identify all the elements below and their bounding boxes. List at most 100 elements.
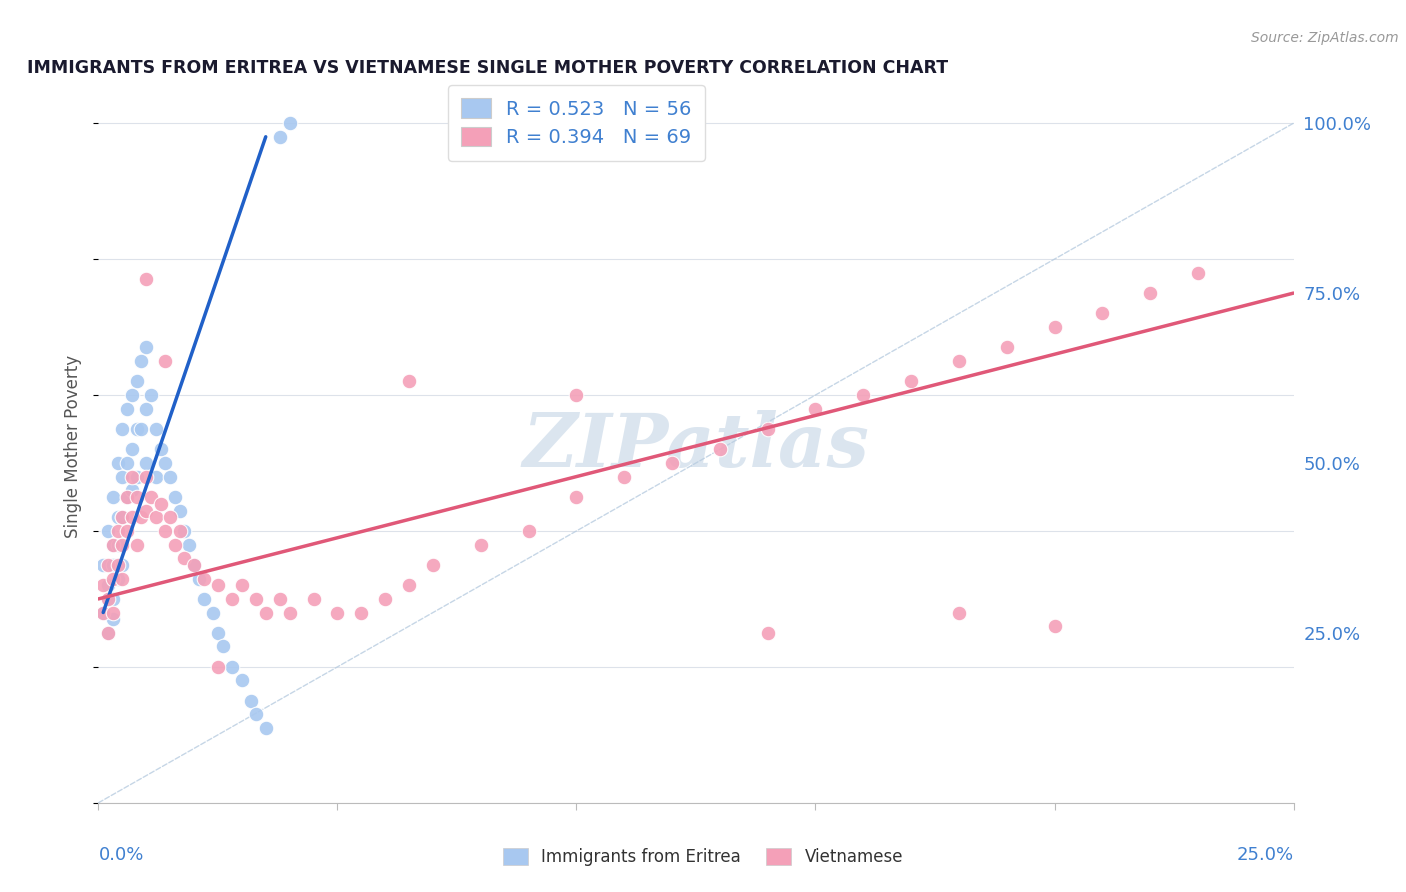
Point xyxy=(115,524,138,538)
Point xyxy=(101,558,124,572)
Point xyxy=(125,469,148,483)
Point xyxy=(1043,619,1066,633)
Point xyxy=(101,537,124,551)
Point xyxy=(111,422,134,436)
Point xyxy=(155,354,177,368)
Point xyxy=(661,456,683,470)
Point xyxy=(121,483,143,498)
Point xyxy=(91,606,114,620)
Point xyxy=(245,707,267,722)
Point xyxy=(115,490,138,504)
Point xyxy=(131,422,153,436)
Point xyxy=(169,524,191,538)
Point xyxy=(565,490,588,504)
Point xyxy=(163,537,186,551)
Point xyxy=(254,606,277,620)
Point xyxy=(398,578,420,592)
Point xyxy=(121,469,143,483)
Point xyxy=(111,537,134,551)
Point xyxy=(131,354,153,368)
Point xyxy=(155,456,177,470)
Point xyxy=(91,558,114,572)
Point xyxy=(1091,306,1114,320)
Point xyxy=(517,524,540,538)
Point xyxy=(269,591,291,606)
Point xyxy=(97,558,120,572)
Point xyxy=(1187,266,1209,280)
Point xyxy=(1139,286,1161,301)
Point xyxy=(111,558,134,572)
Point xyxy=(139,388,162,402)
Point xyxy=(374,591,396,606)
Point xyxy=(613,469,636,483)
Point xyxy=(115,401,138,416)
Point xyxy=(97,626,120,640)
Point xyxy=(240,694,263,708)
Point xyxy=(135,401,157,416)
Point xyxy=(107,537,129,551)
Point xyxy=(183,558,205,572)
Text: IMMIGRANTS FROM ERITREA VS VIETNAMESE SINGLE MOTHER POVERTY CORRELATION CHART: IMMIGRANTS FROM ERITREA VS VIETNAMESE SI… xyxy=(27,59,948,77)
Point xyxy=(995,341,1018,355)
Point xyxy=(91,578,114,592)
Point xyxy=(207,626,229,640)
Point xyxy=(163,490,186,504)
Point xyxy=(97,524,120,538)
Point xyxy=(107,572,129,586)
Point xyxy=(179,537,201,551)
Point xyxy=(269,129,291,144)
Text: 25.0%: 25.0% xyxy=(1236,846,1294,863)
Point xyxy=(350,606,373,620)
Point xyxy=(101,591,124,606)
Point xyxy=(804,401,827,416)
Point xyxy=(121,510,143,524)
Point xyxy=(231,673,253,688)
Point xyxy=(145,422,167,436)
Point xyxy=(111,572,134,586)
Point xyxy=(135,456,157,470)
Point xyxy=(135,503,157,517)
Point xyxy=(111,469,134,483)
Point xyxy=(149,442,172,457)
Point xyxy=(302,591,325,606)
Point xyxy=(326,606,349,620)
Point xyxy=(97,591,120,606)
Point xyxy=(111,510,134,524)
Legend: R = 0.523   N = 56, R = 0.394   N = 69: R = 0.523 N = 56, R = 0.394 N = 69 xyxy=(447,85,706,161)
Point xyxy=(159,469,181,483)
Point xyxy=(111,510,134,524)
Text: ZIPatlas: ZIPatlas xyxy=(523,409,869,483)
Point xyxy=(115,456,138,470)
Point xyxy=(107,456,129,470)
Point xyxy=(131,510,153,524)
Point xyxy=(948,354,970,368)
Point xyxy=(756,422,779,436)
Point xyxy=(221,660,243,674)
Point xyxy=(125,537,148,551)
Point xyxy=(852,388,875,402)
Point xyxy=(1043,320,1066,334)
Point xyxy=(135,272,157,286)
Point xyxy=(125,490,148,504)
Point xyxy=(221,591,243,606)
Point xyxy=(207,660,229,674)
Point xyxy=(145,469,167,483)
Point xyxy=(101,572,124,586)
Point xyxy=(97,626,120,640)
Point xyxy=(107,510,129,524)
Point xyxy=(756,626,779,640)
Point xyxy=(900,375,922,389)
Point xyxy=(565,388,588,402)
Point xyxy=(948,606,970,620)
Point xyxy=(398,375,420,389)
Point xyxy=(173,551,195,566)
Point xyxy=(145,510,167,524)
Point xyxy=(470,537,492,551)
Point xyxy=(101,606,124,620)
Point xyxy=(101,490,124,504)
Point xyxy=(115,490,138,504)
Point xyxy=(149,497,172,511)
Point xyxy=(193,572,215,586)
Point xyxy=(107,524,129,538)
Point xyxy=(169,503,191,517)
